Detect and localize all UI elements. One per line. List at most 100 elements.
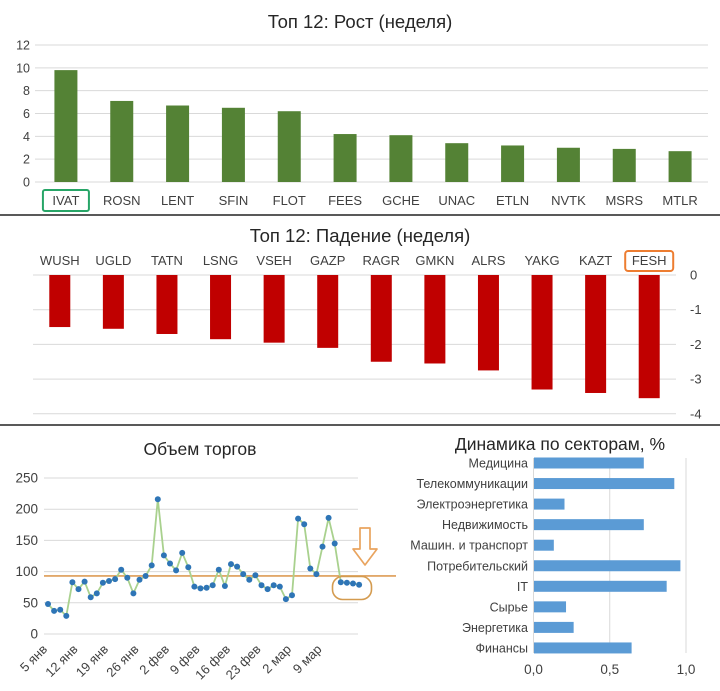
data-point [350, 580, 356, 587]
decline-bar [477, 275, 499, 371]
decline-bar [638, 275, 660, 399]
ticker-label: KAZT [579, 253, 612, 268]
data-point [215, 566, 222, 573]
growth-bar [668, 151, 692, 182]
y-tick-label: 12 [16, 39, 30, 53]
sector-bar [534, 560, 681, 572]
ticker-label: IVAT [52, 193, 79, 208]
y-tick-label: 2 [23, 153, 30, 167]
ticker-label: MTLR [662, 193, 697, 208]
ticker-label: FLOT [273, 193, 306, 208]
growth-bar [221, 107, 245, 182]
sector-bar [534, 642, 632, 654]
decline-bar [102, 275, 124, 329]
data-point [179, 549, 186, 556]
decline-bar [531, 275, 553, 390]
decline-bar [585, 275, 607, 393]
sector-bar [534, 580, 667, 592]
data-point [325, 514, 332, 521]
decline-bar [210, 275, 232, 340]
growth-bar [445, 143, 469, 182]
ticker-label: UNAC [438, 193, 475, 208]
data-point [69, 579, 76, 586]
data-point [295, 515, 302, 522]
y-tick-label: 200 [15, 502, 38, 517]
data-point [307, 565, 314, 572]
growth-chart: 0 2 4 6 8 10 12 IVAT ROSN LENT SFIN FLOT FEES GCHE UNA… [16, 39, 708, 212]
y-tick-label: -2 [690, 337, 702, 352]
data-point [185, 564, 192, 571]
y-tick-label: 0 [690, 268, 697, 283]
y-tick-label: 50 [23, 595, 38, 610]
data-point [203, 584, 210, 591]
growth-bar [389, 135, 413, 182]
x-tick-label: 23 фев [223, 641, 264, 682]
data-point [301, 521, 308, 528]
sector-label: Финансы [476, 641, 528, 655]
ticker-label: FEES [328, 193, 362, 208]
data-point [258, 582, 265, 589]
growth-bar [110, 100, 134, 182]
growth-bar [54, 70, 78, 182]
x-tick-label: 1,0 [677, 662, 696, 677]
decline-bar [156, 275, 178, 334]
ticker-label: VSEH [256, 253, 291, 268]
ticker-label: WUSH [40, 253, 80, 268]
data-point [209, 582, 216, 589]
y-tick-label: -3 [690, 372, 702, 387]
highlight-box-decline [624, 250, 675, 272]
ticker-label: YAKG [524, 253, 559, 268]
sector-label: Потребительский [427, 559, 528, 573]
sector-bar [534, 457, 644, 469]
x-tick-label: 26 янв [103, 641, 141, 679]
data-point [45, 601, 51, 607]
sector-bar [534, 519, 644, 531]
data-point [124, 574, 131, 581]
data-point [313, 571, 320, 578]
data-point [118, 566, 125, 573]
sector-label: IT [517, 580, 528, 594]
data-point [154, 496, 161, 503]
ticker-label: ROSN [103, 193, 141, 208]
data-point [337, 579, 344, 586]
y-tick-label: -4 [690, 406, 702, 421]
data-point [130, 590, 137, 597]
data-point [264, 586, 271, 593]
x-tick-label: 12 янв [42, 641, 80, 679]
ticker-label: FESH [632, 253, 667, 268]
ticker-label: ALRS [471, 253, 505, 268]
ticker-label: ETLN [496, 193, 529, 208]
sector-label: Сырье [490, 600, 528, 614]
data-point [167, 560, 173, 567]
y-tick-label: 8 [23, 84, 30, 98]
sector-label: Телекоммуникации [416, 477, 528, 491]
ticker-label: MSRS [605, 193, 643, 208]
y-tick-label: 0 [23, 176, 30, 190]
sector-bar [534, 539, 554, 551]
data-point [252, 572, 259, 579]
data-point [75, 586, 82, 593]
decline-bar [317, 275, 339, 348]
data-point [99, 579, 106, 586]
y-tick-label: 150 [15, 533, 38, 548]
decline-section: Топ 12: Падение (неделя) 0 -1 -2 -3 -4 WUSH UG… [0, 216, 720, 426]
growth-bar [333, 134, 357, 182]
data-point [51, 607, 58, 614]
x-tick-label: 19 янв [73, 641, 111, 679]
data-point [136, 576, 143, 583]
sector-chart: 0,0 0,5 1,0 Медицина Телекоммуникации Электро… [410, 457, 696, 678]
growth-bar [501, 145, 525, 182]
data-point [282, 596, 289, 603]
sector-chart-title: Динамика по секторам, % [454, 434, 666, 454]
decline-chart: 0 -1 -2 -3 -4 WUSH UGLD TATN LSNG VSEH GAZP RAGR GMK… [33, 250, 702, 421]
sector-bar [534, 478, 675, 490]
sector-bar [534, 498, 565, 510]
data-point [319, 543, 326, 550]
data-point [142, 573, 149, 579]
sector-label: Машин. и транспорт [410, 539, 528, 553]
volume-chart-title: Объем торгов [143, 439, 257, 459]
data-point [106, 578, 112, 584]
data-point [81, 578, 88, 585]
ticker-label: LENT [161, 193, 194, 208]
